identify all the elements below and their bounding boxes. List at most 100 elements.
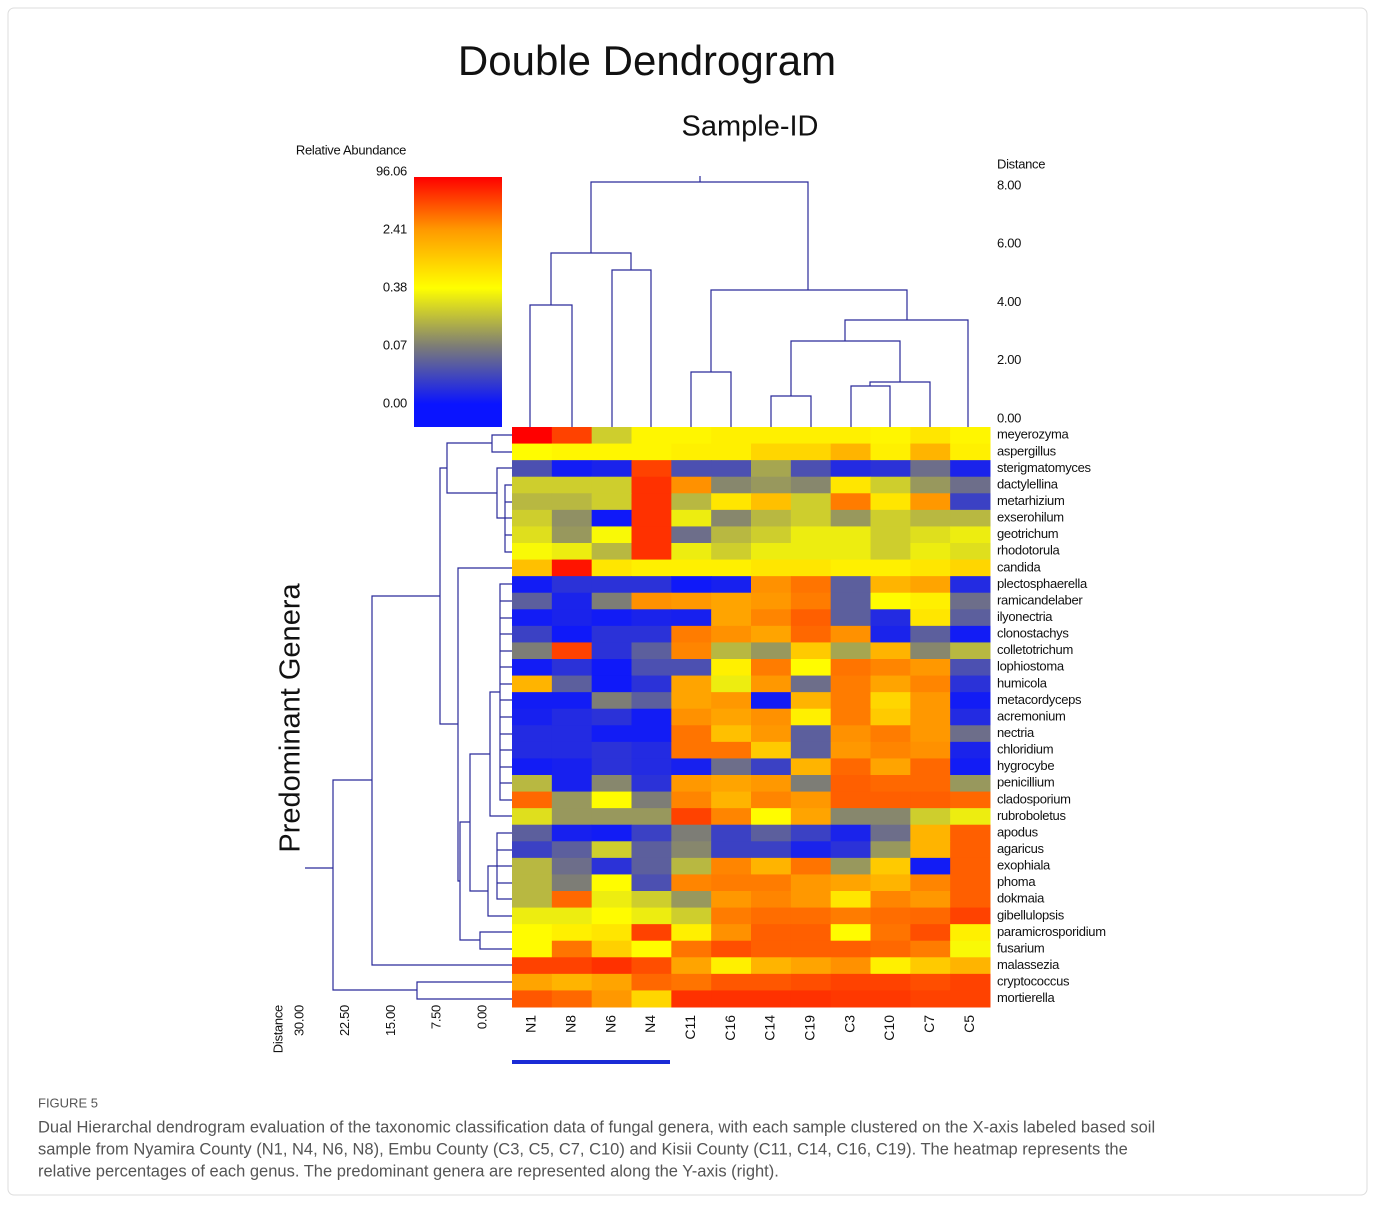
top-axis-tick-label: 4.00 xyxy=(997,294,1021,309)
heatmap-cell xyxy=(830,659,871,677)
heatmap-cell xyxy=(631,841,672,859)
heatmap-cell xyxy=(790,708,832,726)
heatmap-cell xyxy=(512,924,553,942)
heatmap-cell xyxy=(591,907,632,925)
heatmap-cell xyxy=(870,841,911,859)
row-label: dokmaia xyxy=(997,891,1045,906)
heatmap-cell xyxy=(790,476,832,494)
heatmap-cell xyxy=(671,874,712,892)
row-dendrogram xyxy=(305,434,512,1000)
heatmap-cell xyxy=(910,526,951,544)
heatmap-cell xyxy=(591,758,632,776)
heatmap-cell xyxy=(870,609,911,627)
heatmap-cell xyxy=(671,460,712,478)
heatmap-cell xyxy=(751,526,792,544)
heatmap-cell xyxy=(830,973,871,991)
heatmap-cell xyxy=(830,758,871,776)
heatmap-cell xyxy=(830,625,871,643)
heatmap-cell xyxy=(512,692,553,710)
heatmap-cell xyxy=(910,592,951,610)
heatmap-cell xyxy=(551,543,593,561)
heatmap-cell xyxy=(551,775,593,793)
heatmap-cell xyxy=(830,891,871,909)
heatmap-cell xyxy=(830,808,871,826)
heatmap-cell xyxy=(950,559,991,577)
heatmap-cell xyxy=(870,957,911,975)
heatmap-cell xyxy=(790,559,832,577)
heatmap-cell xyxy=(790,692,832,710)
heatmap-cell xyxy=(512,824,553,842)
row-label: phoma xyxy=(997,874,1036,889)
heatmap-cell xyxy=(790,509,832,527)
heatmap-cell xyxy=(830,708,871,726)
heatmap-cell xyxy=(591,725,632,743)
heatmap-cell xyxy=(631,857,672,875)
heatmap-cell xyxy=(751,907,792,925)
heatmap-cell xyxy=(790,924,832,942)
heatmap-cell xyxy=(870,808,911,826)
heatmap-cell xyxy=(910,907,951,925)
row-label: humicola xyxy=(997,675,1048,690)
heatmap-cell xyxy=(870,741,911,759)
heatmap-cell xyxy=(591,957,632,975)
heatmap-cell xyxy=(870,592,911,610)
heatmap-cell xyxy=(551,692,593,710)
heatmap-cell xyxy=(711,460,752,478)
heatmap-cell xyxy=(591,841,632,859)
column-label: N8 xyxy=(562,1015,578,1033)
heatmap-cell xyxy=(671,973,712,991)
heatmap-cell xyxy=(631,460,672,478)
heatmap-cell xyxy=(751,559,792,577)
heatmap xyxy=(512,427,991,1008)
heatmap-cell xyxy=(830,741,871,759)
heatmap-cell xyxy=(551,924,593,942)
heatmap-cell xyxy=(950,990,991,1008)
heatmap-cell xyxy=(910,808,951,826)
heatmap-cell xyxy=(790,824,832,842)
heatmap-cell xyxy=(512,940,553,958)
heatmap-cell xyxy=(591,675,632,693)
heatmap-cell xyxy=(551,725,593,743)
heatmap-cell xyxy=(591,443,632,461)
heatmap-cell xyxy=(631,576,672,594)
heatmap-cell xyxy=(870,692,911,710)
heatmap-cell xyxy=(870,675,911,693)
heatmap-cell xyxy=(711,891,752,909)
heatmap-cell xyxy=(591,874,632,892)
heatmap-cell xyxy=(830,692,871,710)
heatmap-cell xyxy=(512,559,553,577)
heatmap-cell xyxy=(830,476,871,494)
heatmap-cell xyxy=(870,775,911,793)
row-label: acremonium xyxy=(997,708,1066,723)
heatmap-cell xyxy=(950,957,991,975)
row-label: hygrocybe xyxy=(997,758,1054,773)
heatmap-cell xyxy=(591,625,632,643)
heatmap-cell xyxy=(631,526,672,544)
heatmap-cell xyxy=(631,675,672,693)
heatmap-cell xyxy=(711,841,752,859)
heatmap-cell xyxy=(631,775,672,793)
heatmap-cell xyxy=(910,509,951,527)
heatmap-cell xyxy=(910,576,951,594)
heatmap-cell xyxy=(631,543,672,561)
heatmap-cell xyxy=(790,891,832,909)
column-label: N4 xyxy=(642,1015,658,1033)
heatmap-cell xyxy=(711,659,752,677)
heatmap-cell xyxy=(551,642,593,660)
heatmap-cell xyxy=(870,891,911,909)
heatmap-cell xyxy=(551,990,593,1008)
left-axis-label: Distance xyxy=(270,1005,285,1053)
heatmap-cell xyxy=(830,841,871,859)
row-label: penicillium xyxy=(997,775,1054,790)
heatmap-cell xyxy=(591,609,632,627)
row-label: exophiala xyxy=(997,858,1051,873)
heatmap-cell xyxy=(711,675,752,693)
heatmap-cell xyxy=(551,841,593,859)
heatmap-cell xyxy=(711,957,752,975)
heatmap-cell xyxy=(711,940,752,958)
heatmap-cell xyxy=(950,857,991,875)
heatmap-cell xyxy=(711,559,752,577)
heatmap-cell xyxy=(790,526,832,544)
heatmap-cell xyxy=(512,642,553,660)
